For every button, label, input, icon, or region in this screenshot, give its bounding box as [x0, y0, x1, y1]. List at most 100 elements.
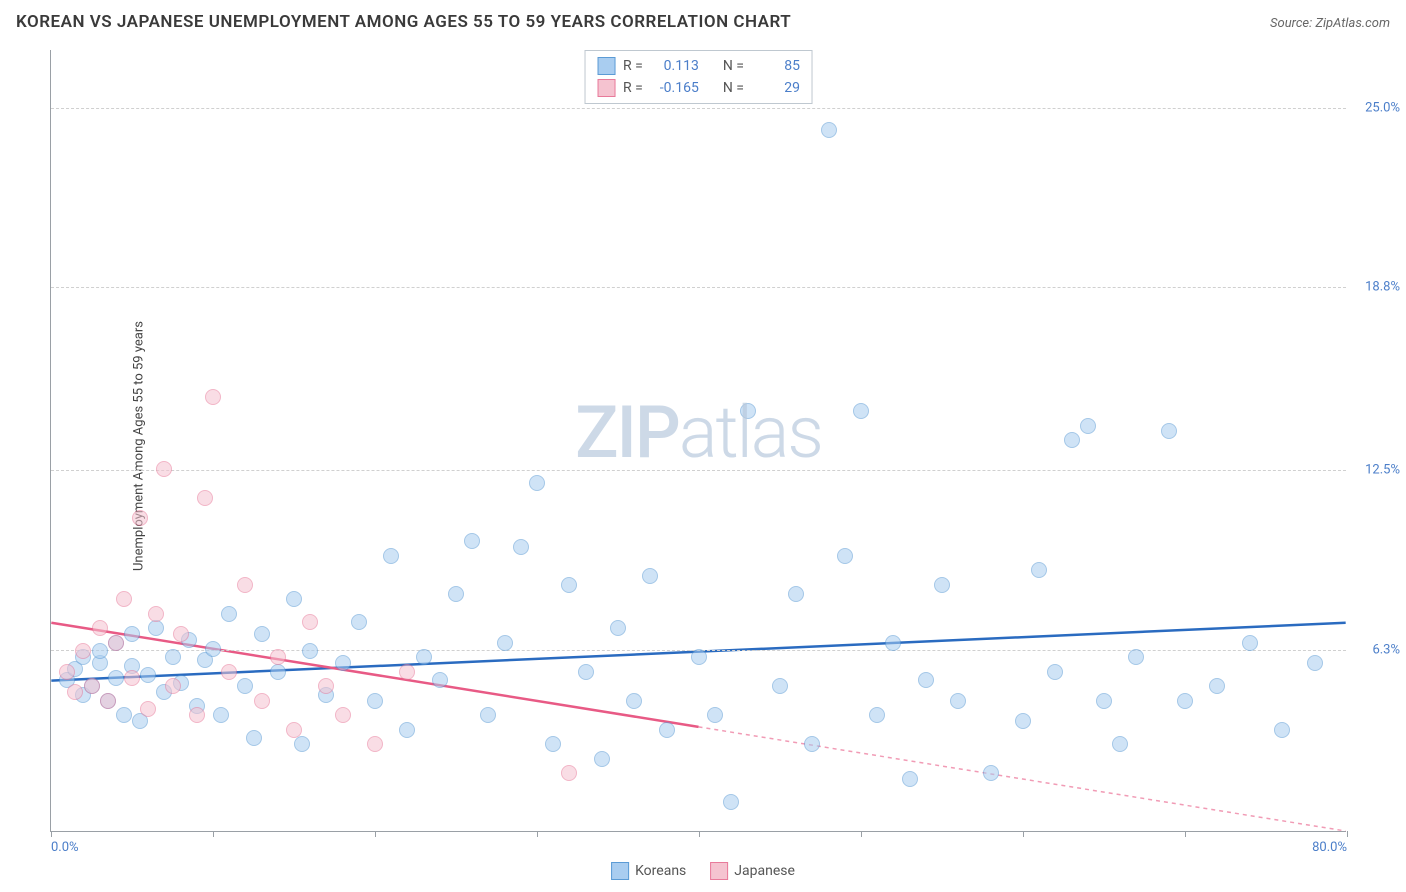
scatter-point: [918, 672, 934, 688]
scatter-point: [1080, 418, 1096, 434]
scatter-point: [561, 577, 577, 593]
scatter-point: [140, 701, 156, 717]
gridline: [51, 287, 1346, 288]
scatter-point: [545, 736, 561, 752]
scatter-point: [205, 641, 221, 657]
x-tick-mark: [861, 831, 862, 837]
scatter-point: [1128, 649, 1144, 665]
n-label: N =: [723, 80, 744, 96]
scatter-point: [221, 664, 237, 680]
x-tick-mark: [537, 831, 538, 837]
scatter-point: [448, 586, 464, 602]
source-attribution: Source: ZipAtlas.com: [1270, 16, 1390, 31]
scatter-point: [432, 672, 448, 688]
scatter-point: [302, 614, 318, 630]
scatter-point: [1307, 655, 1323, 671]
scatter-point: [853, 403, 869, 419]
y-tick-label: 18.8%: [1350, 280, 1400, 295]
x-tick-mark: [1185, 831, 1186, 837]
legend-stat-row: R = 0.113 N = 85: [597, 55, 800, 77]
scatter-point: [1047, 664, 1063, 680]
scatter-point: [302, 643, 318, 659]
r-label: R =: [623, 80, 643, 96]
x-tick-mark: [213, 831, 214, 837]
scatter-point: [902, 771, 918, 787]
scatter-point: [561, 765, 577, 781]
scatter-point: [837, 548, 853, 564]
x-tick-label: 0.0%: [51, 840, 79, 855]
scatter-point: [707, 707, 723, 723]
scatter-point: [286, 722, 302, 738]
n-label: N =: [723, 58, 744, 74]
x-tick-mark: [1023, 831, 1024, 837]
scatter-point: [173, 626, 189, 642]
scatter-point: [983, 765, 999, 781]
correlation-legend: R = 0.113 N = 85 R = -0.165 N = 29: [584, 50, 813, 104]
x-tick-mark: [51, 831, 52, 837]
scatter-point: [100, 693, 116, 709]
gridline: [51, 108, 1346, 109]
chart-title: KOREAN VS JAPANESE UNEMPLOYMENT AMONG AG…: [16, 12, 791, 32]
scatter-point: [92, 643, 108, 659]
legend-swatch: [710, 862, 728, 880]
scatter-point: [132, 510, 148, 526]
scatter-point: [1064, 432, 1080, 448]
scatter-point: [578, 664, 594, 680]
scatter-point: [116, 591, 132, 607]
scatter-point: [286, 591, 302, 607]
series-legend: Koreans Japanese: [611, 862, 795, 880]
scatter-point: [1177, 693, 1193, 709]
scatter-point: [165, 649, 181, 665]
scatter-point: [237, 678, 253, 694]
scatter-point: [294, 736, 310, 752]
scatter-point: [205, 389, 221, 405]
scatter-point: [772, 678, 788, 694]
x-tick-mark: [375, 831, 376, 837]
gridline: [51, 470, 1346, 471]
scatter-point: [75, 643, 91, 659]
scatter-point: [367, 693, 383, 709]
scatter-point: [416, 649, 432, 665]
scatter-point: [148, 606, 164, 622]
legend-swatch: [611, 862, 629, 880]
scatter-point: [59, 664, 75, 680]
scatter-plot-area: ZIPatlas R = 0.113 N = 85 R = -0.165 N =…: [50, 50, 1346, 832]
legend-label: Koreans: [635, 863, 686, 879]
scatter-point: [124, 670, 140, 686]
scatter-point: [67, 684, 83, 700]
scatter-point: [740, 403, 756, 419]
scatter-point: [821, 122, 837, 138]
scatter-point: [270, 649, 286, 665]
scatter-point: [270, 664, 286, 680]
scatter-point: [1015, 713, 1031, 729]
scatter-point: [246, 730, 262, 746]
scatter-point: [480, 707, 496, 723]
scatter-point: [108, 635, 124, 651]
y-tick-label: 6.3%: [1350, 642, 1400, 657]
scatter-point: [140, 667, 156, 683]
scatter-point: [1031, 562, 1047, 578]
scatter-point: [367, 736, 383, 752]
scatter-point: [148, 620, 164, 636]
scatter-point: [1209, 678, 1225, 694]
watermark: ZIPatlas: [575, 390, 822, 475]
scatter-point: [1274, 722, 1290, 738]
scatter-point: [513, 539, 529, 555]
r-label: R =: [623, 58, 643, 74]
scatter-point: [869, 707, 885, 723]
scatter-point: [1161, 423, 1177, 439]
scatter-point: [626, 693, 642, 709]
trend-line-extrapolated: [699, 727, 1346, 831]
scatter-point: [1242, 635, 1258, 651]
scatter-point: [691, 649, 707, 665]
scatter-point: [318, 678, 334, 694]
scatter-point: [116, 707, 132, 723]
legend-stat-row: R = -0.165 N = 29: [597, 77, 800, 99]
scatter-point: [351, 614, 367, 630]
scatter-point: [399, 664, 415, 680]
x-tick-mark: [699, 831, 700, 837]
scatter-point: [124, 626, 140, 642]
scatter-point: [723, 794, 739, 810]
scatter-point: [642, 568, 658, 584]
scatter-point: [221, 606, 237, 622]
